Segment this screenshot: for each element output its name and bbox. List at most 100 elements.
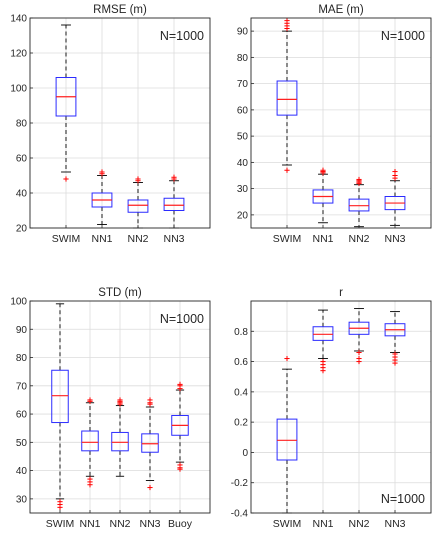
subplot-title: r (339, 287, 343, 299)
x-tick-label: NN1 (312, 233, 333, 245)
x-tick-label: NN3 (384, 233, 405, 245)
x-tick-label: NN2 (348, 233, 369, 245)
y-tick-label: 60 (237, 105, 249, 116)
axes-frame (250, 17, 432, 229)
box-iqr (276, 80, 298, 116)
outlier-marker (356, 355, 362, 362)
subplot-4: -0.4 -0.2 0 0.2 0.4 0.6 0.8 SWIM NN1 NN2 NN3 r N=100… (231, 287, 432, 530)
axes-frame (29, 17, 211, 229)
axes-frame (250, 300, 432, 514)
y-tick-label: 20 (237, 210, 249, 221)
outlier-marker (87, 397, 93, 403)
box-group-nn2 (348, 308, 370, 365)
y-tick-label: 60 (16, 410, 28, 421)
sample-size-annotation: N=1000 (381, 29, 425, 43)
box-group-nn3 (384, 168, 406, 226)
y-tick-label: -0.4 (231, 509, 249, 520)
box-group-nn2 (111, 397, 129, 477)
subplot-title: MAE (m) (318, 4, 364, 16)
box-iqr (276, 418, 298, 461)
x-tick-label: NN1 (79, 518, 100, 530)
outlier-marker (284, 167, 290, 173)
box-iqr (163, 197, 185, 211)
y-tick-label: 100 (10, 297, 27, 308)
plot-area (251, 301, 431, 513)
box-group-nn3 (384, 311, 406, 366)
box-group-swim (55, 24, 77, 182)
box-iqr (127, 199, 149, 213)
y-tick-label: 0.6 (234, 357, 248, 368)
box-group-nn3 (141, 397, 159, 491)
outlier-marker (117, 397, 123, 403)
x-tick-label: Buoy (168, 518, 193, 530)
x-tick-label: NN1 (312, 518, 333, 530)
y-tick-label: 20 (16, 224, 28, 235)
box-iqr (51, 369, 69, 424)
box-group-swim (51, 303, 69, 510)
subplot-1: 20 40 60 80 100 120 140 SWIM NN1 NN2 NN3 RMSE (m) N=… (10, 4, 211, 245)
subplot-title: RMSE (m) (93, 4, 147, 16)
y-tick-label: 40 (237, 158, 249, 169)
y-tick-label: 0.4 (234, 387, 248, 398)
box-group-nn1 (312, 167, 334, 224)
box-group-nn2 (127, 176, 149, 229)
outlier-marker (320, 358, 326, 365)
outlier-marker (392, 351, 398, 357)
x-tick-label: NN3 (163, 233, 184, 245)
outlier-marker (147, 397, 153, 403)
x-tick-label: NN2 (127, 233, 148, 245)
box-group-nn1 (91, 169, 113, 225)
outlier-marker (356, 176, 362, 183)
y-tick-label: 90 (16, 325, 28, 336)
y-tick-label: 120 (10, 49, 27, 60)
outlier-marker (147, 484, 153, 491)
y-tick-label: 90 (237, 27, 249, 38)
y-tick-label: 0.8 (234, 327, 248, 338)
outlier-marker (57, 499, 63, 505)
x-tick-label: NN3 (139, 518, 160, 530)
box-iqr (141, 433, 159, 453)
box-iqr (312, 326, 334, 341)
subplot-3: 30 40 50 60 70 80 90 100 SWIM NN1 NN2 NN3 Buoy STD (m… (10, 287, 211, 530)
sample-size-annotation: N=1000 (160, 312, 204, 326)
outlier-marker (171, 174, 177, 180)
y-tick-label: 30 (16, 494, 28, 505)
outlier-marker (284, 18, 290, 24)
outlier-marker (320, 167, 326, 173)
outlier-marker (99, 169, 105, 175)
y-tick-label: 70 (16, 381, 28, 392)
sample-size-annotation: N=1000 (160, 29, 204, 43)
y-tick-label: -0.2 (231, 478, 249, 489)
x-tick-label: SWIM (273, 518, 302, 530)
box-group-buoy (171, 381, 189, 472)
y-tick-label: 0.2 (234, 418, 248, 429)
box-iqr (81, 430, 99, 452)
x-tick-label: NN3 (384, 518, 405, 530)
sample-size-annotation: N=1000 (381, 492, 425, 506)
box-iqr (111, 431, 129, 452)
outlier-marker (284, 355, 290, 362)
x-tick-label: NN2 (109, 518, 130, 530)
y-tick-label: 50 (237, 132, 249, 143)
subplot-title: STD (m) (98, 287, 142, 299)
x-tick-label: SWIM (273, 233, 302, 245)
y-tick-label: 100 (10, 84, 27, 95)
box-group-nn2 (348, 176, 370, 228)
box-group-swim (276, 18, 298, 173)
outlier-marker (392, 168, 398, 175)
outlier-marker (135, 176, 141, 182)
outlier-marker (356, 349, 362, 356)
y-tick-label: 70 (237, 79, 249, 90)
y-tick-label: 80 (237, 53, 249, 64)
y-tick-label: 0 (242, 448, 248, 459)
x-tick-label: NN2 (348, 518, 369, 530)
outlier-marker (177, 381, 183, 387)
box-iqr (348, 198, 370, 212)
plot-area (251, 18, 431, 228)
y-tick-label: 140 (10, 14, 27, 25)
y-tick-label: 40 (16, 466, 28, 477)
y-tick-label: 60 (16, 154, 28, 165)
x-tick-label: SWIM (46, 518, 75, 530)
y-tick-label: 40 (16, 189, 28, 200)
